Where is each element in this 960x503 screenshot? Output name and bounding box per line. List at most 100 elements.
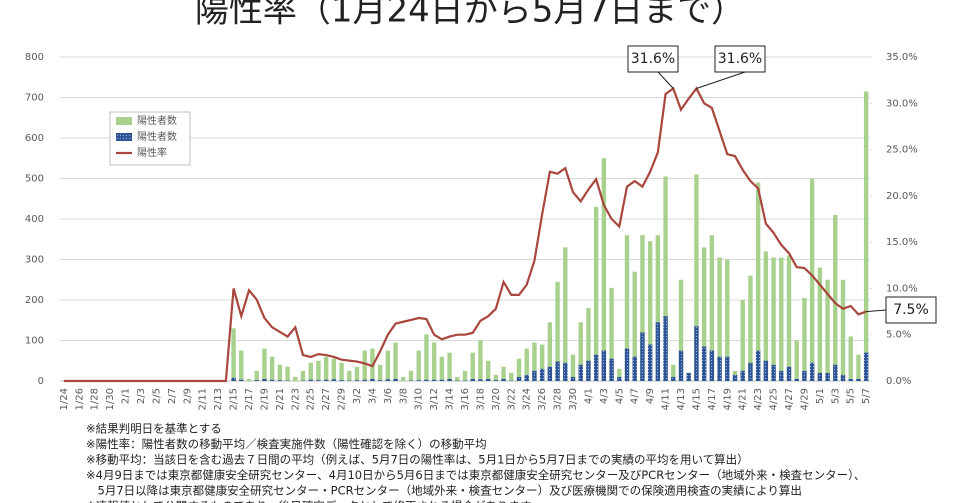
bar — [493, 374, 499, 381]
bar — [331, 379, 337, 381]
bar — [478, 379, 483, 381]
callout-pointer — [657, 71, 674, 89]
bar — [725, 356, 730, 381]
x-tick-label: 2/21 — [275, 388, 286, 410]
bar — [786, 255, 792, 381]
bar — [254, 370, 259, 381]
bar — [848, 378, 853, 381]
bar — [555, 281, 560, 381]
x-tick-label: 3/30 — [568, 388, 579, 410]
bar — [609, 287, 614, 381]
bar — [293, 376, 298, 381]
x-tick-label: 2/25 — [306, 388, 317, 410]
bar — [786, 366, 792, 381]
chart-title: 陽性率（1月24日から5月7日まで） — [195, 0, 745, 31]
bar — [370, 378, 375, 381]
bar — [617, 368, 622, 381]
note: 5月7日以降は東京都健康安全研究センター・PCRセンター（地域外来・検査センター… — [86, 484, 802, 498]
bar — [331, 358, 337, 381]
bar — [640, 332, 645, 381]
bar — [732, 374, 738, 381]
x-tick-label: 2/29 — [337, 388, 348, 410]
bar — [524, 374, 529, 381]
bar — [470, 378, 475, 381]
bar — [516, 376, 522, 381]
bar — [362, 350, 367, 381]
bar — [863, 352, 869, 381]
bar — [856, 378, 861, 381]
bar — [817, 267, 823, 381]
bar — [431, 379, 437, 381]
x-tick-label: 2/7 — [167, 388, 178, 404]
bar — [462, 370, 468, 381]
bar — [485, 378, 491, 381]
bar — [586, 360, 591, 381]
y-tick-label: 400 — [25, 214, 44, 225]
bar — [694, 174, 699, 381]
bar — [701, 346, 707, 381]
bar — [316, 360, 321, 381]
bar — [709, 235, 715, 381]
x-tick-label: 4/9 — [645, 388, 656, 404]
bar — [624, 235, 630, 381]
legend-swatch — [116, 133, 132, 141]
bar — [269, 356, 275, 381]
bar — [632, 356, 637, 381]
x-tick-label: 1/28 — [90, 388, 101, 410]
note: ※移動平均：当該日を含む過去７日間の平均（例えば、5月7日の陽性率は、5月1日か… — [86, 453, 749, 467]
bar — [686, 372, 691, 381]
bar — [478, 340, 483, 381]
y2-tick-label: 15.0% — [886, 237, 918, 248]
bar — [755, 350, 761, 381]
x-tick-label: 4/25 — [769, 388, 780, 410]
note: ※速報値として公開するものであり、後日確定データとして修正される場合があります — [86, 499, 531, 503]
x-tick-label: 3/10 — [414, 388, 425, 410]
callout-pointer — [866, 309, 887, 313]
bar — [725, 259, 730, 381]
y-tick-label: 200 — [25, 295, 44, 306]
x-tick-label: 4/1 — [583, 388, 594, 404]
bar — [779, 257, 784, 381]
bar — [231, 377, 236, 381]
bar — [239, 379, 244, 381]
bar — [833, 214, 838, 381]
bar — [470, 352, 475, 381]
bar — [748, 275, 753, 381]
bar — [354, 366, 360, 381]
x-tick-label: 3/6 — [383, 388, 394, 404]
bar — [593, 206, 599, 381]
bar — [501, 378, 506, 381]
x-tick-label: 2/15 — [229, 388, 240, 410]
bar — [316, 380, 321, 381]
x-tick-label: 4/7 — [630, 388, 641, 404]
annotation: 7.5% — [893, 302, 929, 318]
bar — [485, 360, 491, 381]
bar — [779, 370, 784, 381]
bar — [377, 364, 383, 381]
bar — [262, 378, 267, 381]
note: ※4月9日までは東京都健康安全研究センター、4月10日から5月6日までは東京都健… — [86, 468, 865, 482]
bar — [863, 91, 869, 382]
bar — [825, 279, 830, 381]
bar — [262, 348, 267, 381]
bar — [640, 235, 645, 381]
note: ※陽性率：陽性者数の移動平均／検査実施件数（陽性確認を除く）の移動平均 — [86, 437, 487, 451]
bar — [578, 322, 583, 381]
bar — [802, 297, 807, 381]
bar — [678, 279, 684, 381]
bar — [617, 376, 622, 381]
x-tick-label: 3/24 — [522, 388, 533, 410]
x-tick-label: 5/3 — [830, 388, 841, 404]
bar — [347, 370, 352, 381]
y-tick-label: 700 — [25, 93, 44, 104]
x-tick-label: 2/11 — [198, 388, 209, 410]
bar — [532, 342, 537, 381]
bar — [385, 350, 391, 381]
bar — [763, 360, 769, 381]
legend-swatch — [116, 117, 132, 125]
bar — [663, 316, 668, 381]
x-tick-label: 2/3 — [136, 388, 147, 404]
x-tick-label: 2/13 — [213, 388, 224, 410]
bar — [740, 300, 745, 381]
y2-tick-label: 35.0% — [886, 52, 918, 63]
